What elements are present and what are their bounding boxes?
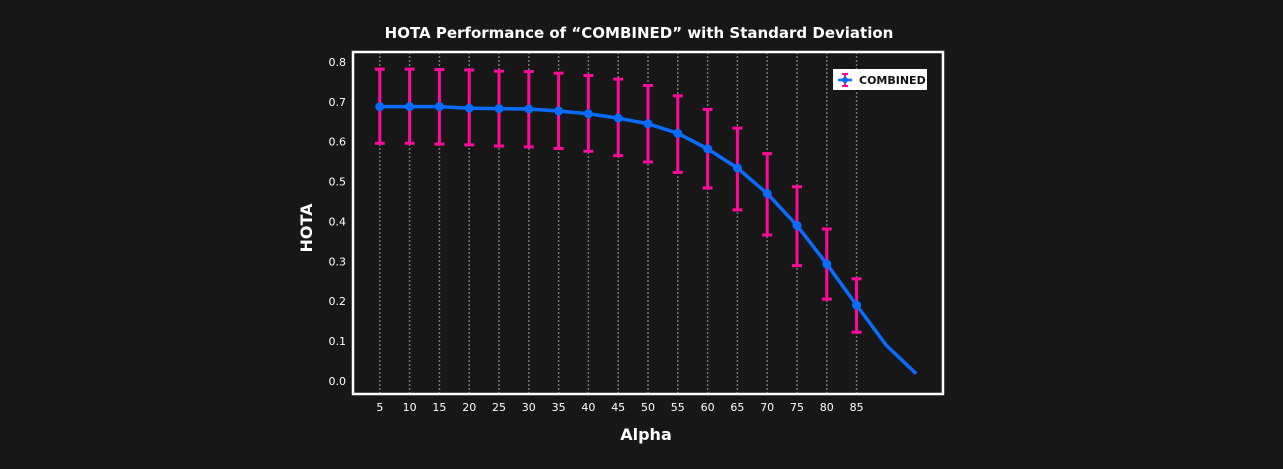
legend-box bbox=[833, 69, 927, 90]
y-tick-label: 0.0 bbox=[329, 375, 347, 388]
data-point bbox=[464, 103, 474, 113]
data-point bbox=[852, 300, 862, 310]
x-tick-label: 35 bbox=[552, 401, 566, 414]
x-tick-label: 85 bbox=[850, 401, 864, 414]
data-point bbox=[434, 102, 444, 112]
legend-marker-icon bbox=[838, 73, 852, 87]
x-tick-label: 65 bbox=[730, 401, 744, 414]
data-point bbox=[732, 163, 742, 173]
x-axis-label: Alpha bbox=[620, 425, 672, 444]
data-point bbox=[762, 189, 772, 199]
data-point bbox=[524, 104, 534, 114]
data-point bbox=[822, 259, 832, 269]
legend-label: COMBINED bbox=[859, 74, 926, 87]
data-point bbox=[673, 128, 683, 138]
data-point bbox=[613, 113, 623, 123]
data-point bbox=[703, 144, 713, 154]
x-tick-label: 60 bbox=[701, 401, 715, 414]
y-tick-label: 0.8 bbox=[329, 56, 347, 69]
chart-title: HOTA Performance of “COMBINED” with Stan… bbox=[385, 24, 894, 42]
data-point bbox=[494, 104, 504, 114]
x-tick-label: 30 bbox=[522, 401, 536, 414]
legend-point-glyph bbox=[842, 77, 848, 83]
legend: COMBINED bbox=[833, 69, 927, 90]
data-point bbox=[375, 102, 385, 112]
y-tick-label: 0.7 bbox=[329, 96, 347, 109]
x-tick-label: 40 bbox=[581, 401, 595, 414]
y-axis-label: HOTA bbox=[297, 203, 316, 253]
y-tick-label: 0.3 bbox=[329, 255, 347, 268]
x-tick-label: 20 bbox=[462, 401, 476, 414]
x-tick-label: 55 bbox=[671, 401, 685, 414]
data-point bbox=[554, 106, 564, 116]
x-tick-label: 70 bbox=[760, 401, 774, 414]
data-point bbox=[405, 102, 415, 112]
y-tick-label: 0.4 bbox=[329, 215, 347, 228]
data-point bbox=[583, 109, 593, 119]
x-tick-label: 10 bbox=[403, 401, 417, 414]
y-tick-label: 0.1 bbox=[329, 335, 347, 348]
x-tick-label: 5 bbox=[376, 401, 383, 414]
y-tick-label: 0.5 bbox=[329, 176, 347, 189]
x-tick-label: 15 bbox=[432, 401, 446, 414]
x-tick-label: 45 bbox=[611, 401, 625, 414]
data-point bbox=[792, 220, 802, 230]
data-point bbox=[643, 119, 653, 129]
x-tick-label: 50 bbox=[641, 401, 655, 414]
x-tick-label: 80 bbox=[820, 401, 834, 414]
plot-frame bbox=[351, 50, 945, 396]
y-tick-label: 0.6 bbox=[329, 136, 347, 149]
y-tick-label: 0.2 bbox=[329, 295, 347, 308]
x-tick-label: 75 bbox=[790, 401, 804, 414]
x-tick-label: 25 bbox=[492, 401, 506, 414]
